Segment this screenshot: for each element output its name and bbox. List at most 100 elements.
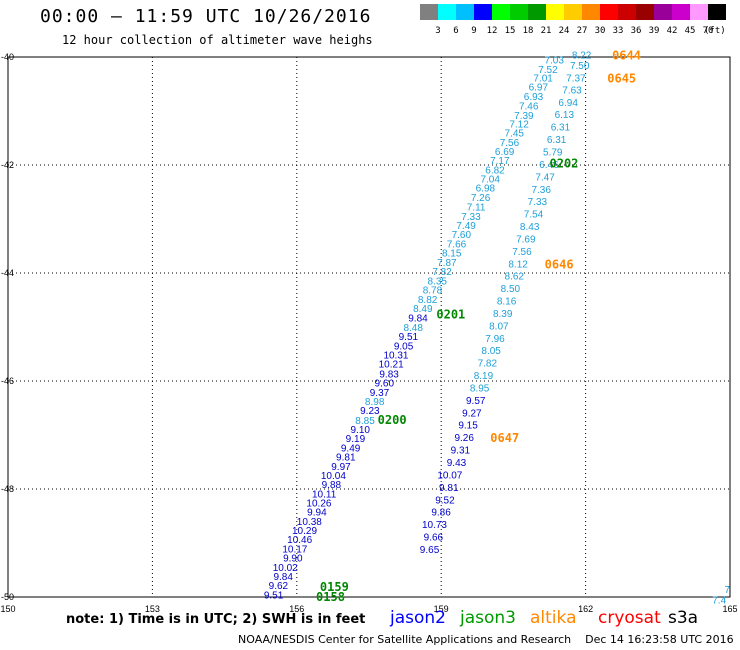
color-scale-label: 3 xyxy=(435,26,441,36)
wave-height-label: 9.51 xyxy=(264,590,284,601)
color-scale-cell xyxy=(564,4,582,20)
color-scale-cell xyxy=(474,4,492,20)
wave-height-label: 7.82 xyxy=(432,267,452,278)
chart-title: 00:00 – 11:59 UTC 10/26/2016 xyxy=(40,6,372,27)
plot-frame xyxy=(7,56,731,598)
wave-height-label: 8.05 xyxy=(481,346,501,357)
wave-height-label: 6.31 xyxy=(551,123,571,134)
wave-height-label: 9.27 xyxy=(462,408,482,419)
pass-time-label: 0159 xyxy=(320,580,349,594)
wave-height-label: 10.02 xyxy=(273,563,298,574)
legend-item-jason3: jason3 xyxy=(460,608,516,628)
color-scale-label: 36 xyxy=(630,26,642,36)
wave-height-label: 9.57 xyxy=(466,396,486,407)
wave-height-label: 6.31 xyxy=(547,135,567,146)
legend-item-jason2: jason2 xyxy=(390,608,446,628)
footer-credit: NOAA/NESDIS Center for Satellite Applica… xyxy=(238,633,734,646)
wave-height-label: 8.43 xyxy=(520,222,540,233)
wave-height-label: 7.96 xyxy=(485,334,505,345)
wave-height-label: 9.05 xyxy=(394,341,414,352)
wave-height-label: 10.29 xyxy=(292,526,317,537)
wave-height-label: 10.04 xyxy=(321,471,346,482)
pass-time-label: 0200 xyxy=(378,413,407,427)
wave-height-label: 7.66 xyxy=(447,239,467,250)
wave-height-label: 10.73 xyxy=(422,520,447,531)
wave-height-label: 8.98 xyxy=(365,397,385,408)
wave-height-label: 8.07 xyxy=(489,321,509,332)
wave-height-label: 7.4 xyxy=(712,596,726,607)
wave-height-label: 7.33 xyxy=(528,197,548,208)
color-scale-cell xyxy=(528,4,546,20)
color-scale-cell xyxy=(654,4,672,20)
wave-height-label: 10.17 xyxy=(282,544,307,555)
wave-height-label: 9.23 xyxy=(360,406,380,417)
color-scale-unit: (ft) xyxy=(704,26,726,36)
wave-height-label: 7.49 xyxy=(456,221,476,232)
wave-height-label: 7.01 xyxy=(533,74,553,85)
wave-height-label: 8.22 xyxy=(572,50,592,61)
color-scale-label: 45 xyxy=(684,26,696,36)
pass-time-label: 0645 xyxy=(607,72,636,86)
wave-height-label: 5.79 xyxy=(543,148,563,159)
color-scale-cell xyxy=(510,4,528,20)
pass-time-label: 0158 xyxy=(316,590,345,604)
pass-time-label: 0201 xyxy=(436,308,465,322)
x-tick-label: 153 xyxy=(145,604,160,614)
wave-height-label: 9.97 xyxy=(331,462,351,473)
wave-height-label: 8.78 xyxy=(423,286,443,297)
wave-height-label: 9.43 xyxy=(447,458,467,469)
wave-height-label: 8.49 xyxy=(413,304,433,315)
wave-height-label: 8.62 xyxy=(505,272,525,283)
wave-height-label: 9.51 xyxy=(399,332,419,343)
color-scale-label: 24 xyxy=(558,26,570,36)
wave-height-label: 10.31 xyxy=(383,351,408,362)
legend-item-altika: altika xyxy=(530,608,577,628)
y-tick-label: -40 xyxy=(1,52,14,62)
wave-height-label: 7.46 xyxy=(519,102,539,113)
color-scale-cell xyxy=(456,4,474,20)
wave-height-label: 6.97 xyxy=(529,83,549,94)
wave-height-label: 8.15 xyxy=(442,248,462,259)
color-scale-label: 6 xyxy=(453,26,459,36)
wave-height-label: 9.60 xyxy=(375,379,395,390)
wave-height-label: 7.39 xyxy=(514,111,534,122)
wave-height-label: 7.87 xyxy=(437,258,457,269)
color-scale-label: 70 xyxy=(702,26,714,36)
units-note: note: 1) Time is in UTC; 2) SWH is in fe… xyxy=(66,612,366,627)
wave-height-label: 7.56 xyxy=(500,138,520,149)
y-tick-label: -50 xyxy=(1,592,14,602)
color-scale-cell xyxy=(546,4,564,20)
wave-height-label: 6.46 xyxy=(539,160,559,171)
wave-height-label: 7.47 xyxy=(535,172,555,183)
wave-height-label: 9.66 xyxy=(424,533,444,544)
wave-height-label: 7.45 xyxy=(505,129,525,140)
wave-height-label: 9.49 xyxy=(341,443,361,454)
wave-height-label: 6.13 xyxy=(555,110,575,121)
color-scale-cell xyxy=(690,4,708,20)
pass-time-label: 0647 xyxy=(490,431,519,445)
wave-height-label: 7.36 xyxy=(531,185,551,196)
wave-height-label: 9.81 xyxy=(439,483,459,494)
wave-height-label: 10.07 xyxy=(437,470,462,481)
color-scale-label: 39 xyxy=(648,26,660,36)
x-tick-label: 159 xyxy=(434,604,449,614)
y-tick-label: -46 xyxy=(1,376,14,386)
wave-height-label: 8.85 xyxy=(355,416,375,427)
legend-item-s3a: s3a xyxy=(668,608,699,628)
wave-height-label: 8.16 xyxy=(497,297,517,308)
color-scale-cell xyxy=(420,4,438,20)
color-scale-cell xyxy=(636,4,654,20)
wave-height-label: 7.54 xyxy=(524,210,544,221)
color-scale-cell xyxy=(618,4,636,20)
wave-height-label: 9.62 xyxy=(269,581,289,592)
wave-height-label: 9.83 xyxy=(379,369,399,380)
wave-height-label: 7.17 xyxy=(490,156,510,167)
wave-height-label: 6.98 xyxy=(476,184,496,195)
wave-height-label: 9.10 xyxy=(350,425,370,436)
wave-height-label: 10.21 xyxy=(379,360,404,371)
wave-height-label: 9.86 xyxy=(431,508,451,519)
wave-height-label: 7 xyxy=(724,585,730,596)
wave-height-label: 7.11 xyxy=(467,203,486,214)
color-scale-cell xyxy=(600,4,618,20)
wave-height-label: 7.33 xyxy=(461,212,481,223)
